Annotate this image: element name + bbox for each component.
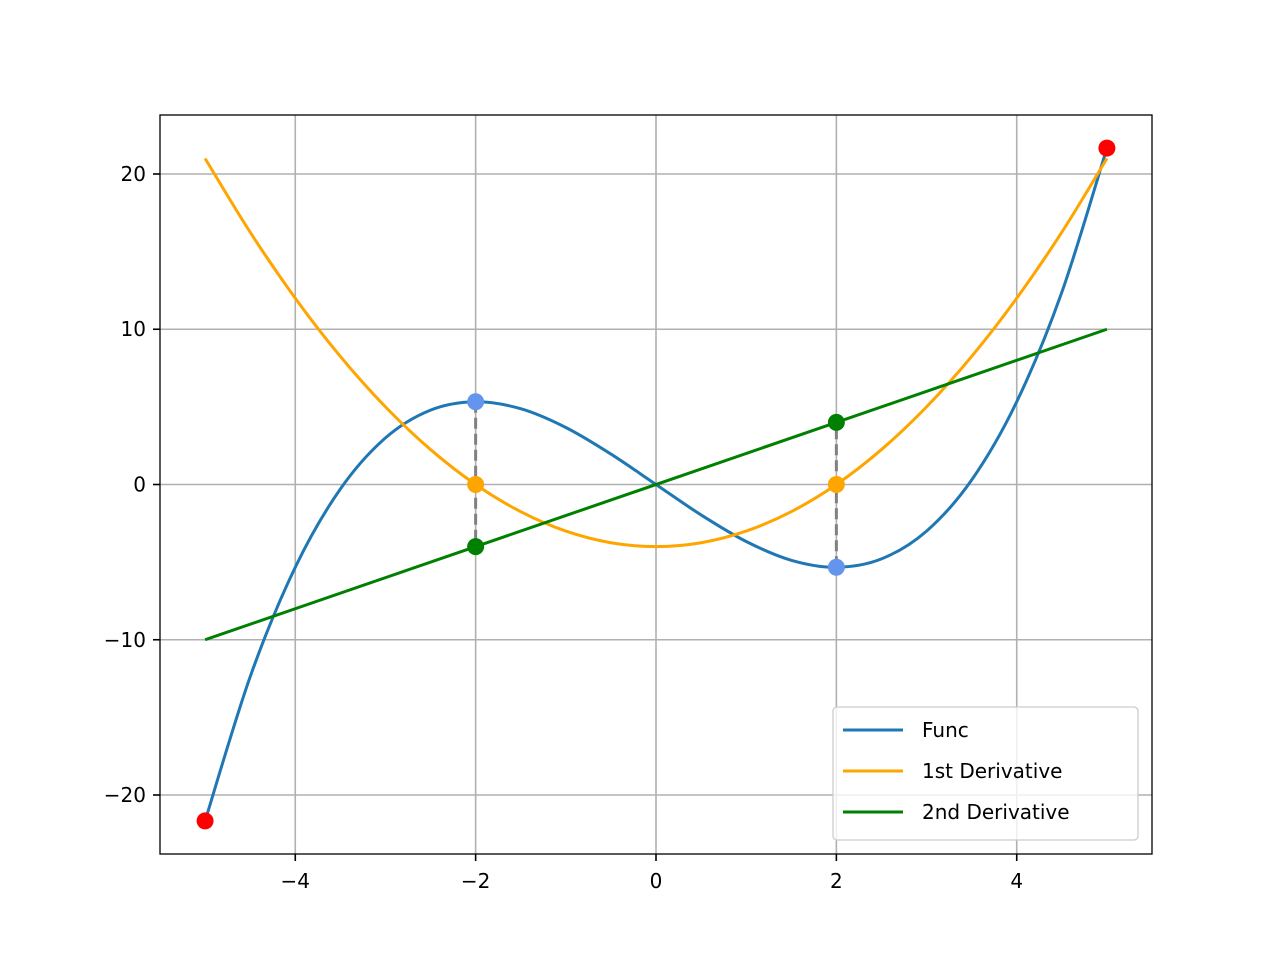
point-marker [827, 476, 845, 493]
point-marker [1098, 139, 1116, 157]
point-marker [827, 558, 845, 576]
second-derivative-line [204, 327, 1108, 642]
point-marker [467, 538, 485, 556]
legend-box [832, 706, 1139, 841]
point-marker [467, 476, 485, 493]
y-tick-label: 20 [121, 162, 146, 186]
y-tick-label: −10 [104, 628, 146, 652]
legend-label: 1st Derivative [922, 759, 1062, 783]
plot-content [196, 139, 1116, 830]
point-marker [467, 393, 485, 411]
x-tick-label: 0 [650, 869, 663, 893]
point-marker [196, 812, 214, 830]
y-tick-label: 0 [133, 473, 146, 497]
first-derivative-line [203, 157, 1109, 549]
x-tick-label: 2 [830, 869, 843, 893]
legend-label: Func [922, 718, 969, 742]
point-marker [827, 413, 845, 431]
legend-label: 2nd Derivative [922, 800, 1070, 824]
x-tick-label: 4 [1010, 869, 1023, 893]
x-tick-label: −4 [281, 869, 310, 893]
legend: Func 1st Derivative 2nd Derivative [832, 706, 1139, 841]
y-tick-label: 10 [121, 317, 146, 341]
y-tick-label: −20 [104, 783, 146, 807]
x-tick-label: −2 [461, 869, 490, 893]
